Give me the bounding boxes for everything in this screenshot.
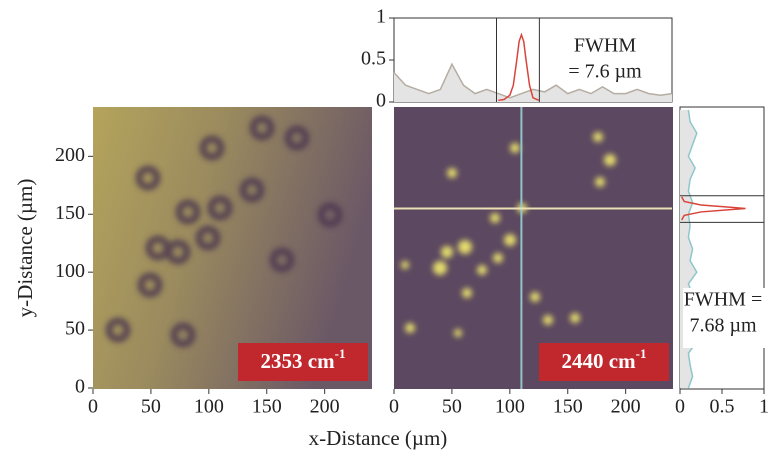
heatmap-image xyxy=(394,107,673,389)
x-tick-label: 100 xyxy=(194,396,224,418)
line xyxy=(681,196,746,221)
label-sup: -1 xyxy=(636,346,647,361)
annotation-box xyxy=(683,288,765,348)
y-tick-label: 1 xyxy=(376,6,386,28)
y-tick-label: 0 xyxy=(75,376,85,398)
annotation: FWHM xyxy=(574,35,636,57)
line xyxy=(498,32,540,102)
line xyxy=(393,62,673,99)
y-tick-label: 0 xyxy=(376,90,386,112)
x-tick-label: 0.5 xyxy=(710,396,735,418)
label: 2440 cm-1 xyxy=(562,346,647,373)
x-tick-label: 200 xyxy=(611,396,641,418)
annotation: FWHM = xyxy=(684,289,763,311)
label: 2353 cm-1 xyxy=(261,346,346,373)
label-box xyxy=(238,343,368,381)
x-tick-label: 0 xyxy=(675,396,685,418)
y-tick-label: 50 xyxy=(65,318,85,340)
label-box xyxy=(539,343,669,381)
x-tick-label: 100 xyxy=(495,396,525,418)
x-tick-label: 150 xyxy=(252,396,282,418)
x-tick-label: 0 xyxy=(389,396,399,418)
label-text: 2440 cm xyxy=(562,349,637,373)
y-axis-label: y-Distance (µm) xyxy=(13,179,37,318)
x-axis-label: x-Distance (µm) xyxy=(309,426,448,450)
area xyxy=(394,64,672,102)
x-tick-label: 200 xyxy=(310,396,340,418)
x-tick-label: 0 xyxy=(88,396,98,418)
y-tick-label: 0.5 xyxy=(361,48,386,70)
annotation: 7.68 µm xyxy=(689,315,757,337)
x-tick-label: 50 xyxy=(442,396,462,418)
heatmap-image xyxy=(93,107,372,389)
x-tick-label: 150 xyxy=(553,396,583,418)
y-tick-label: 200 xyxy=(55,144,85,166)
x-tick-label: 50 xyxy=(141,396,161,418)
y-tick-label: 150 xyxy=(55,202,85,224)
x-tick-label: 1 xyxy=(759,396,768,418)
label-text: 2353 cm xyxy=(261,349,336,373)
label-sup: -1 xyxy=(335,346,346,361)
y-tick-label: 100 xyxy=(55,260,85,282)
annotation: = 7.6 µm xyxy=(568,61,642,83)
